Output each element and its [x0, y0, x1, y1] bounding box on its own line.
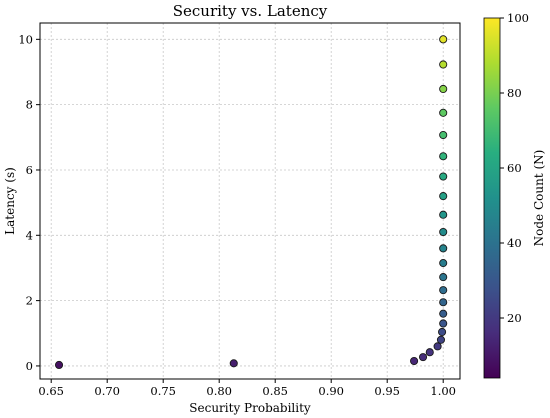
x-tick-label: 0.95 — [374, 384, 400, 398]
colorbar-ticks: 20 40 60 80 100 — [500, 11, 529, 325]
data-point — [425, 348, 434, 357]
plot-frame — [39, 22, 461, 380]
data-point — [439, 227, 448, 237]
x-tick-label: 1.00 — [430, 384, 456, 398]
data-point — [439, 319, 448, 328]
x-axis-label: Security Probability — [189, 401, 311, 415]
x-tick-label: 0.70 — [94, 384, 120, 398]
data-point — [410, 356, 419, 366]
x-tick-label: 0.90 — [318, 384, 344, 398]
data-point — [439, 35, 448, 44]
y-axis-label: Latency (s) — [3, 167, 17, 235]
y-tick-label: 10 — [18, 32, 33, 46]
x-tick-label: 0.80 — [206, 384, 232, 398]
data-point — [439, 130, 448, 140]
data-point — [439, 172, 448, 181]
colorbar-tick-label: 60 — [507, 161, 522, 175]
data-point — [433, 342, 442, 351]
colorbar-tick-label: 20 — [507, 311, 522, 325]
colorbar-tick-label: 100 — [507, 11, 529, 25]
data-point — [439, 84, 448, 94]
data-point — [229, 359, 238, 368]
colorbar — [483, 17, 501, 379]
data-point — [439, 309, 448, 318]
y-tick-label: 6 — [26, 163, 33, 177]
x-tick-label: 0.75 — [150, 384, 176, 398]
chart-title: Security vs. Latency — [173, 2, 328, 20]
data-point — [439, 108, 448, 117]
y-axis-ticks: 0 2 4 6 8 10 — [18, 32, 40, 373]
colorbar-tick-label: 40 — [507, 236, 522, 250]
data-point — [436, 335, 446, 344]
data-point — [439, 259, 448, 268]
x-tick-label: 0.85 — [262, 384, 288, 398]
data-points — [54, 35, 448, 370]
y-tick-label: 4 — [26, 228, 33, 242]
data-point — [418, 353, 428, 362]
data-point — [439, 210, 448, 219]
data-point — [438, 327, 447, 337]
data-point — [439, 298, 448, 307]
y-tick-label: 2 — [26, 294, 33, 308]
x-tick-label: 0.65 — [38, 384, 64, 398]
grid — [40, 23, 460, 379]
data-point — [439, 286, 448, 295]
y-tick-label: 8 — [26, 98, 33, 112]
data-point — [439, 192, 448, 201]
x-axis-ticks: 0.65 0.70 0.75 0.80 0.85 0.90 0.95 1.00 — [38, 379, 456, 398]
data-point — [439, 244, 448, 253]
y-tick-label: 0 — [26, 359, 33, 373]
data-point — [54, 360, 64, 370]
data-point — [439, 60, 448, 69]
data-point — [439, 273, 448, 282]
colorbar-tick-label: 80 — [507, 86, 522, 100]
colorbar-label: Node Count (N) — [532, 150, 546, 247]
data-point — [439, 152, 448, 161]
